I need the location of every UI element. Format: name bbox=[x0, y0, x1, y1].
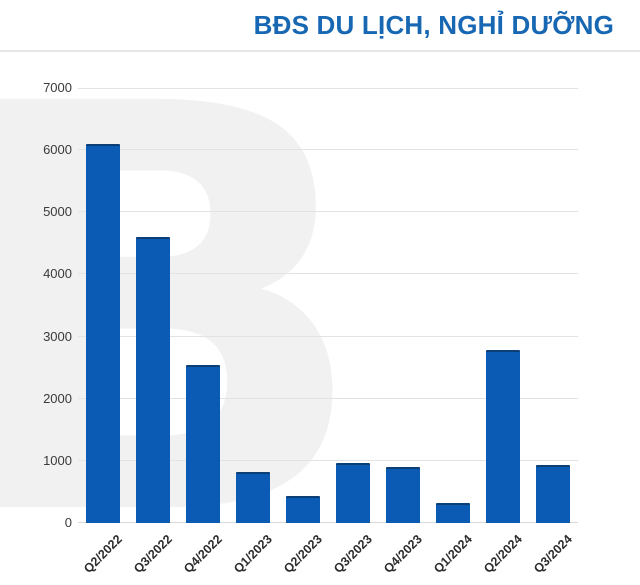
chart-header: BĐS DU LỊCH, NGHỈ DƯỠNG bbox=[0, 0, 640, 52]
gridline-4000 bbox=[78, 273, 578, 275]
y-tick-label-5000: 5000 bbox=[43, 204, 72, 220]
x-axis: Q2/2022 Q3/2022 Q4/2022 Q1/2023 Q2/2023 Q3/20… bbox=[78, 523, 578, 585]
plot-area bbox=[78, 88, 578, 523]
y-axis: 0 1000 2000 3000 4000 5000 6000 7000 bbox=[0, 80, 72, 530]
gridline-1000 bbox=[78, 459, 578, 461]
bar-q3-2023 bbox=[336, 463, 370, 523]
y-tick-label-0: 0 bbox=[64, 515, 72, 530]
y-tick-label-2000: 2000 bbox=[43, 390, 72, 406]
y-tick-label-6000: 6000 bbox=[43, 142, 72, 158]
bar-q4-2022 bbox=[186, 365, 220, 523]
bar-q2-2023 bbox=[286, 496, 320, 523]
bar-q2-2024 bbox=[486, 350, 520, 523]
gridline-0 bbox=[78, 522, 578, 523]
gridline-2000 bbox=[78, 397, 578, 399]
y-tick-label-3000: 3000 bbox=[43, 328, 72, 344]
chart-area: B 0 1000 2000 3000 4000 5000 6000 7000 Q2/2022 Q… bbox=[0, 34, 640, 585]
bar-q3-2022 bbox=[136, 237, 170, 523]
chart-title: BĐS DU LỊCH, NGHỈ DƯỠNG bbox=[253, 9, 614, 40]
gridline-3000 bbox=[78, 335, 578, 337]
bar-q1-2024 bbox=[436, 503, 470, 523]
bar-q3-2024 bbox=[536, 465, 570, 523]
y-tick-label-1000: 1000 bbox=[43, 452, 72, 468]
gridline-5000 bbox=[78, 211, 578, 213]
y-tick-label-7000: 7000 bbox=[43, 80, 72, 95]
gridline-7000 bbox=[78, 88, 578, 89]
y-tick-label-4000: 4000 bbox=[43, 266, 72, 282]
gridline-6000 bbox=[78, 149, 578, 151]
bar-q2-2022 bbox=[86, 144, 120, 523]
bar-q4-2023 bbox=[386, 467, 420, 523]
x-tick-label-q2-2022: Q2/2022 bbox=[81, 532, 125, 576]
bar-q1-2023 bbox=[236, 472, 270, 523]
